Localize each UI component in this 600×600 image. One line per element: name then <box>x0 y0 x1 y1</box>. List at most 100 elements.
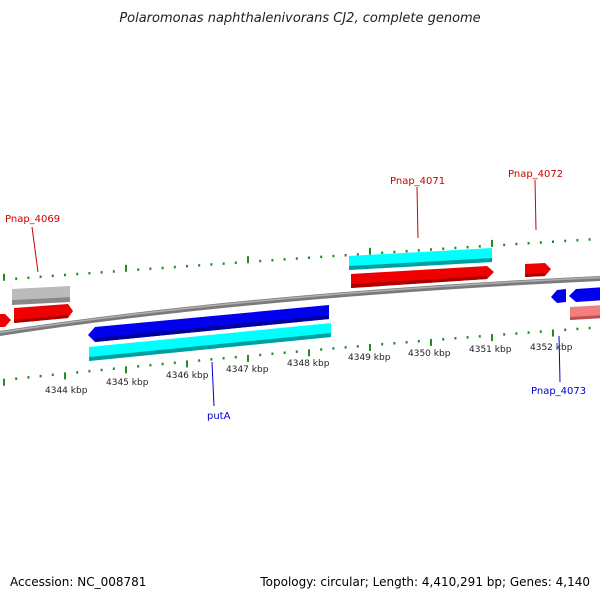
gene-pnap-4071-arrow[interactable] <box>351 266 494 288</box>
major-tick <box>369 247 371 255</box>
minor-tick <box>149 363 152 367</box>
minor-tick <box>88 369 91 373</box>
minor-tick <box>576 327 579 331</box>
minor-tick <box>527 331 530 334</box>
minor-tick <box>454 246 457 250</box>
minor-tick <box>198 264 201 267</box>
accession-text: Accession: NC_008781 <box>10 575 146 589</box>
label-puta[interactable]: putA <box>207 361 231 422</box>
gene-pnap-4069-arrow[interactable] <box>14 304 73 323</box>
minor-tick <box>295 257 298 260</box>
minor-tick <box>356 253 359 256</box>
minor-tick <box>295 350 298 353</box>
minor-tick <box>27 376 30 379</box>
major-tick <box>247 354 249 362</box>
minor-tick <box>76 371 79 374</box>
label-pnap-4071[interactable]: Pnap_4071 <box>390 176 445 239</box>
minor-tick <box>576 239 579 242</box>
gene-left-edge-arrow[interactable] <box>0 314 11 327</box>
tick-label: 4344 kbp <box>45 386 88 396</box>
minor-tick <box>15 377 18 380</box>
gene-puta-cds[interactable] <box>89 323 331 361</box>
minor-tick <box>88 272 91 275</box>
minor-tick <box>356 345 359 348</box>
minor-tick <box>405 249 408 253</box>
minor-tick <box>210 358 213 361</box>
tick-labels: 4344 kbp 4345 kbp 4346 kbp 4347 kbp 4348… <box>45 343 573 396</box>
minor-tick <box>527 242 530 245</box>
gene-pnap-4073-arrow[interactable] <box>551 287 600 303</box>
minor-tick <box>332 254 335 258</box>
minor-tick <box>112 367 115 370</box>
major-tick <box>125 264 127 272</box>
major-tick <box>3 378 5 386</box>
tick-label: 4346 kbp <box>166 371 209 381</box>
outer-tick-ring <box>3 238 591 281</box>
major-tick <box>552 329 554 337</box>
minor-tick <box>430 248 432 251</box>
minor-tick <box>283 351 286 354</box>
major-tick <box>491 334 493 342</box>
gene-label-pnap-4073[interactable]: Pnap_4073 <box>531 386 586 397</box>
map-title: Polaromonas naphthalenivorans CJ2, compl… <box>119 11 480 26</box>
genome-backbone-highlight <box>0 276 600 334</box>
minor-tick <box>320 255 323 259</box>
minor-tick <box>283 258 286 261</box>
minor-tick <box>393 250 396 254</box>
minor-tick <box>64 273 66 277</box>
tick-label: 4350 kbp <box>408 349 451 359</box>
minor-tick <box>503 333 506 336</box>
label-pnap-4073[interactable]: Pnap_4073 <box>531 335 586 397</box>
minor-tick <box>344 254 347 257</box>
gene-label-pnap-4072[interactable]: Pnap_4072 <box>508 169 563 180</box>
minor-tick <box>271 259 274 262</box>
gene-puta-arrow[interactable] <box>88 305 329 342</box>
minor-tick <box>210 263 213 266</box>
minor-tick <box>588 238 591 241</box>
gene-label-pnap-4069[interactable]: Pnap_4069 <box>5 214 60 225</box>
minor-tick <box>466 336 469 339</box>
minor-tick <box>405 341 408 344</box>
minor-tick <box>381 251 384 254</box>
minor-tick <box>137 268 140 271</box>
minor-tick <box>234 355 237 359</box>
label-pnap-4072[interactable]: Pnap_4072 <box>508 169 563 231</box>
minor-tick <box>112 270 115 273</box>
major-tick <box>186 360 188 368</box>
tick-label: 4345 kbp <box>106 378 149 388</box>
minor-tick <box>173 265 176 269</box>
label-pnap-4069[interactable]: Pnap_4069 <box>5 214 60 273</box>
gene-pseudo-grey[interactable] <box>12 286 70 305</box>
minor-tick <box>173 361 176 365</box>
major-tick <box>247 256 249 264</box>
genome-backbone <box>0 275 600 336</box>
inner-tick-ring <box>3 326 591 386</box>
gene-label-puta[interactable]: putA <box>207 411 231 422</box>
minor-tick <box>442 247 445 250</box>
minor-tick <box>539 330 542 333</box>
genome-summary-text: Topology: circular; Length: 4,410,291 bp… <box>259 575 590 589</box>
minor-tick <box>552 240 554 243</box>
gene-cds-upper[interactable] <box>349 248 492 270</box>
minor-tick <box>308 256 310 259</box>
gene-light-red[interactable] <box>570 305 600 320</box>
gene-pnap-4072-arrow[interactable] <box>525 263 551 277</box>
major-tick <box>3 273 5 281</box>
major-tick <box>308 349 310 357</box>
gene-label-pnap-4071[interactable]: Pnap_4071 <box>390 176 445 187</box>
tick-label: 4349 kbp <box>348 353 391 363</box>
minor-tick <box>344 346 347 349</box>
minor-tick <box>15 277 18 280</box>
minor-tick <box>564 239 567 243</box>
major-tick <box>64 372 66 380</box>
major-tick <box>491 239 493 247</box>
minor-tick <box>39 275 42 278</box>
minor-tick <box>442 338 445 341</box>
minor-tick <box>564 328 567 332</box>
tick-label: 4351 kbp <box>469 345 512 355</box>
major-tick <box>430 339 432 346</box>
minor-tick <box>332 347 335 350</box>
minor-tick <box>100 368 103 372</box>
